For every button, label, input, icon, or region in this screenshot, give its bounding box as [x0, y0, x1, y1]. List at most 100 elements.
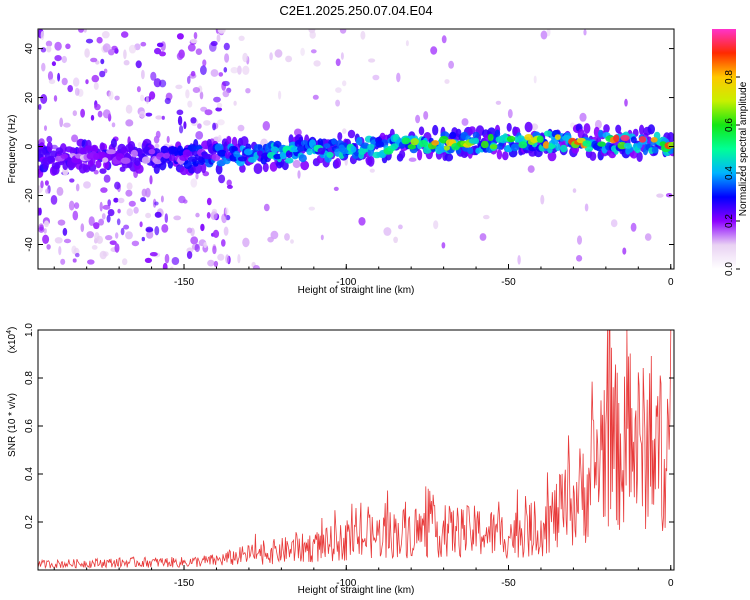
colorbar-tick-label: 0.4: [724, 166, 735, 180]
noise-speck: [656, 193, 664, 198]
height-axis-top: -150 -100 -50 0: [53, 264, 674, 288]
ridge-blob: [431, 140, 440, 146]
noise-speck: [140, 41, 147, 47]
noise-speck: [123, 49, 127, 60]
snr-plot-area: [38, 330, 674, 570]
snr-tick-label: 0.2: [24, 515, 35, 529]
ridge-blob: [331, 138, 337, 145]
colorbar-ticks: 0.0 0.2 0.4 0.6 0.8: [724, 70, 740, 276]
noise-speck: [71, 134, 79, 143]
ridge-blob: [284, 157, 294, 164]
noise-speck: [448, 60, 454, 69]
noise-speck: [192, 87, 201, 93]
ridge-blob: [240, 136, 249, 147]
noise-speck: [206, 197, 212, 206]
ridge-blob: [167, 160, 173, 169]
noise-speck: [126, 182, 133, 190]
noise-speck: [441, 242, 446, 249]
noise-speck: [45, 188, 50, 194]
noise-speck: [41, 62, 46, 72]
frequency-axis: -40 -20 0 20 40: [24, 43, 674, 252]
noise-speck: [224, 207, 229, 215]
noise-speck: [195, 131, 204, 140]
ridge-blob: [417, 149, 423, 161]
ridge-blob: [270, 146, 279, 153]
ridge-blob: [536, 135, 544, 143]
noise-speck: [183, 121, 187, 130]
frequency-tick-label: -40: [24, 237, 35, 252]
ridge-blob: [449, 131, 457, 139]
noise-speck: [58, 246, 62, 256]
noise-speck: [507, 109, 513, 119]
ridge-blob: [160, 145, 169, 154]
ridge-blob: [487, 133, 494, 142]
ridge-blob: [582, 140, 592, 147]
ridge-blob: [399, 149, 406, 159]
noise-speck: [230, 67, 239, 74]
ridge-blob: [432, 124, 439, 136]
noise-speck: [125, 189, 133, 197]
noise-speck: [73, 77, 80, 87]
noise-speck: [99, 201, 103, 212]
noise-speck: [166, 135, 170, 144]
noise-speck: [96, 36, 103, 44]
noise-speck: [45, 40, 53, 47]
ridge-blob: [360, 142, 370, 149]
noise-speck: [216, 34, 221, 43]
snr-y-label: SNR (10 * v/v): [7, 393, 18, 457]
ridge-blob: [46, 141, 53, 153]
ridge-blob: [524, 121, 533, 133]
noise-speck: [213, 96, 221, 103]
noise-speck: [126, 208, 134, 217]
ridge-blob: [510, 143, 520, 152]
noise-speck: [433, 220, 439, 230]
noise-speck: [40, 94, 48, 104]
noise-speck: [106, 214, 111, 223]
noise-speck: [372, 74, 380, 81]
noise-speck: [527, 165, 535, 173]
noise-speck: [320, 234, 324, 241]
ridge-blob: [279, 151, 287, 160]
noise-speck: [154, 211, 162, 218]
ridge-blob: [326, 151, 334, 158]
ridge-blob: [41, 157, 52, 166]
noise-speck: [583, 29, 587, 36]
ridge-blob: [334, 158, 341, 168]
noise-speck: [54, 41, 62, 51]
ridge-blob: [367, 155, 375, 167]
ridge-blob: [337, 132, 343, 141]
ridge-blob: [375, 140, 385, 148]
noise-speck: [145, 187, 151, 198]
noise-speck: [139, 111, 146, 118]
noise-speck: [68, 200, 75, 211]
ridge-blob: [130, 149, 138, 158]
noise-speck: [216, 102, 223, 109]
noise-speck: [105, 235, 113, 241]
noise-speck: [212, 229, 220, 238]
noise-speck: [215, 107, 223, 112]
noise-speck: [203, 120, 211, 126]
ridge-blob: [472, 131, 480, 139]
noise-speck: [369, 168, 375, 173]
noise-speck: [183, 199, 188, 204]
noise-speck: [210, 69, 219, 77]
noise-speck: [46, 244, 51, 250]
noise-speck: [179, 125, 184, 134]
noise-speck: [159, 51, 166, 57]
noise-speck: [40, 30, 45, 41]
ridge-blob: [615, 124, 622, 134]
noise-speck: [238, 35, 245, 41]
noise-speck: [85, 38, 94, 44]
noise-speck: [72, 110, 78, 117]
ridge-blob: [542, 141, 550, 149]
colorbar-tick-label: 0.8: [724, 70, 735, 84]
noise-speck: [178, 49, 185, 59]
noise-speck: [187, 43, 196, 52]
noise-speck: [48, 79, 56, 85]
noise-speck: [444, 79, 450, 84]
ridge-blob: [217, 149, 227, 157]
ridge-blob: [630, 150, 638, 159]
noise-speck: [200, 65, 207, 76]
noise-speck: [149, 175, 153, 185]
